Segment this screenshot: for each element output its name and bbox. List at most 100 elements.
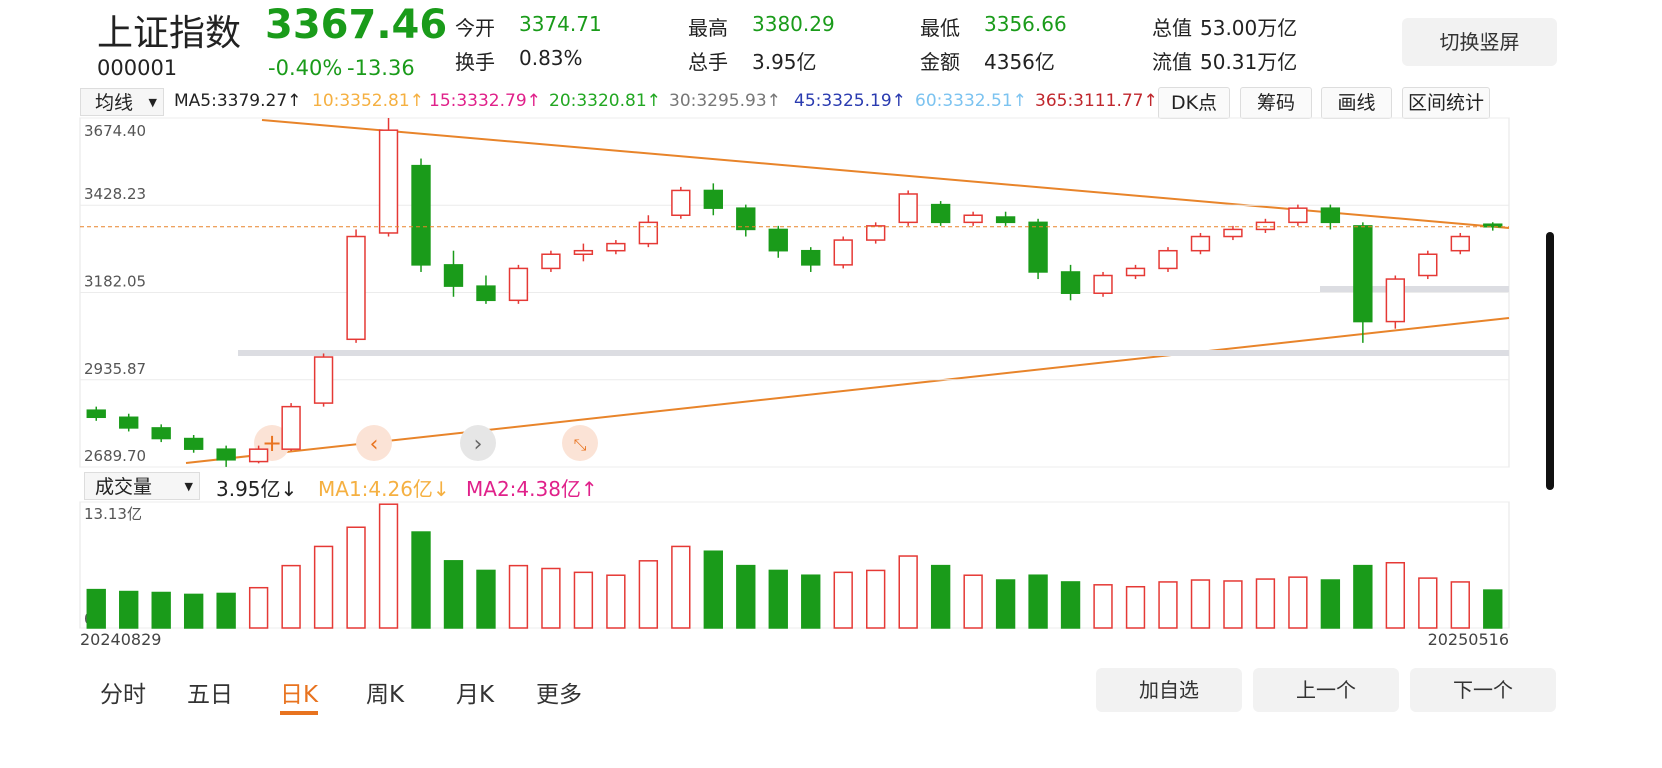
- candle-body: [411, 164, 431, 266]
- volume-bar: [1450, 581, 1470, 629]
- svg-text:›: ›: [474, 432, 483, 457]
- candle-body: [216, 448, 236, 461]
- volume-bar: [671, 545, 691, 629]
- ma-item: 60:3332.51↑: [915, 91, 1027, 111]
- y-tick-label: 2935.87: [84, 360, 146, 378]
- candle-body: [1028, 221, 1048, 273]
- candle-body: [86, 409, 106, 419]
- volume-bar: [1288, 576, 1308, 629]
- tool-button[interactable]: 区间统计: [1402, 87, 1490, 119]
- volume-bar: [1223, 580, 1243, 629]
- scrollbar: [1546, 232, 1554, 490]
- volume-bar: [1093, 584, 1113, 629]
- stat-label: 换手: [455, 50, 495, 74]
- volume-bar: [86, 588, 106, 629]
- candle-body: [671, 189, 691, 217]
- bottom-button[interactable]: 上一个: [1253, 668, 1399, 712]
- candle-body: [866, 225, 886, 241]
- volume-bar: [1158, 581, 1178, 629]
- tab[interactable]: 分时: [100, 682, 146, 708]
- volume-bar: [1060, 581, 1081, 629]
- volume-selector[interactable]: 成交量 ▼: [84, 472, 200, 500]
- stat-value: 0.83%: [519, 46, 583, 70]
- candle-body: [1190, 235, 1211, 252]
- volume-item: MA1:4.26亿↓: [318, 477, 450, 501]
- tool-button[interactable]: DK点: [1158, 87, 1230, 119]
- ma-selector-label: 均线: [95, 92, 134, 114]
- svg-text:⤡: ⤡: [574, 435, 587, 454]
- band: [238, 350, 1509, 356]
- candle-body: [703, 189, 723, 209]
- volume-bar: [1320, 579, 1341, 629]
- volume-bar: [541, 567, 561, 629]
- candle-body: [1125, 267, 1146, 277]
- candle-body: [281, 405, 301, 450]
- stat-value: 50.31万亿: [1200, 50, 1298, 74]
- price: 3367.46: [265, 2, 448, 48]
- stat-value: 53.00万亿: [1200, 16, 1298, 40]
- volume-item: 3.95亿↓: [216, 477, 298, 501]
- volume-bar: [606, 574, 626, 629]
- volume-bar: [995, 579, 1016, 629]
- tab[interactable]: 月K: [456, 682, 495, 708]
- volume-bar: [151, 591, 171, 629]
- tool-button[interactable]: 筹码: [1240, 87, 1312, 119]
- candle-body: [833, 239, 853, 266]
- y-tick-label: 2689.70: [84, 447, 146, 465]
- bottom-button[interactable]: 下一个: [1410, 668, 1556, 712]
- volume-bar: [1483, 589, 1503, 629]
- tab[interactable]: 周K: [366, 682, 405, 708]
- volume-bar: [703, 550, 723, 629]
- volume-selector-label: 成交量: [95, 476, 153, 498]
- stat-label: 今开: [455, 16, 495, 40]
- candle-body: [378, 129, 399, 234]
- tab[interactable]: 五日: [187, 682, 233, 708]
- rotate-button[interactable]: 切换竖屏: [1402, 18, 1557, 66]
- volume-bar: [508, 564, 529, 629]
- stat-label: 流值: [1152, 50, 1192, 74]
- candle-body: [1450, 235, 1470, 252]
- y-tick-label: 3674.40: [84, 122, 146, 140]
- band: [1320, 286, 1509, 292]
- volume-bar: [183, 593, 204, 629]
- x-tick-label: 20250516: [1428, 630, 1509, 649]
- volume-bar: [801, 574, 821, 629]
- volume-bar: [1385, 561, 1406, 629]
- ma-item: 365:3111.77↑: [1035, 91, 1158, 111]
- candle-body: [248, 448, 269, 463]
- volume-bar: [216, 592, 236, 629]
- candle-body: [963, 214, 983, 224]
- volume-bar: [768, 569, 788, 629]
- change-pct: -0.40%: [268, 56, 343, 80]
- next[interactable]: [460, 425, 496, 461]
- ma-selector[interactable]: 均线 ▼: [80, 88, 164, 116]
- volume-bar: [476, 569, 496, 629]
- index-name: 上证指数: [97, 13, 242, 54]
- volume-bar: [411, 531, 431, 629]
- volume-bar: [313, 545, 334, 629]
- shrink[interactable]: [562, 425, 598, 461]
- candle-body: [1093, 274, 1113, 294]
- y-tick-label: 3182.05: [84, 273, 146, 291]
- y-tick-label: 3428.23: [84, 185, 146, 203]
- volume-bar: [346, 526, 366, 629]
- candle-body: [1288, 207, 1308, 224]
- volume-bar: [898, 555, 918, 629]
- volume-bar: [443, 560, 464, 629]
- prev[interactable]: [356, 425, 392, 461]
- stat-label: 金额: [920, 50, 960, 74]
- candle-body: [898, 193, 918, 224]
- trendline: [185, 317, 1510, 464]
- candle-body: [541, 253, 561, 270]
- volume-bar: [1125, 585, 1146, 629]
- volume-bar: [638, 560, 659, 629]
- candle-body: [1483, 223, 1503, 228]
- tab[interactable]: 更多: [536, 682, 582, 708]
- candle-body: [995, 216, 1016, 224]
- bottom-button[interactable]: 加自选: [1096, 668, 1242, 712]
- chart: + ‹ › ⤡ 2689.70 2935.87 3182.05 3428.23 3674…: [79, 117, 1510, 649]
- volume-bar: [1418, 577, 1438, 629]
- candle-body: [443, 264, 464, 287]
- tab[interactable]: 日K: [280, 675, 319, 715]
